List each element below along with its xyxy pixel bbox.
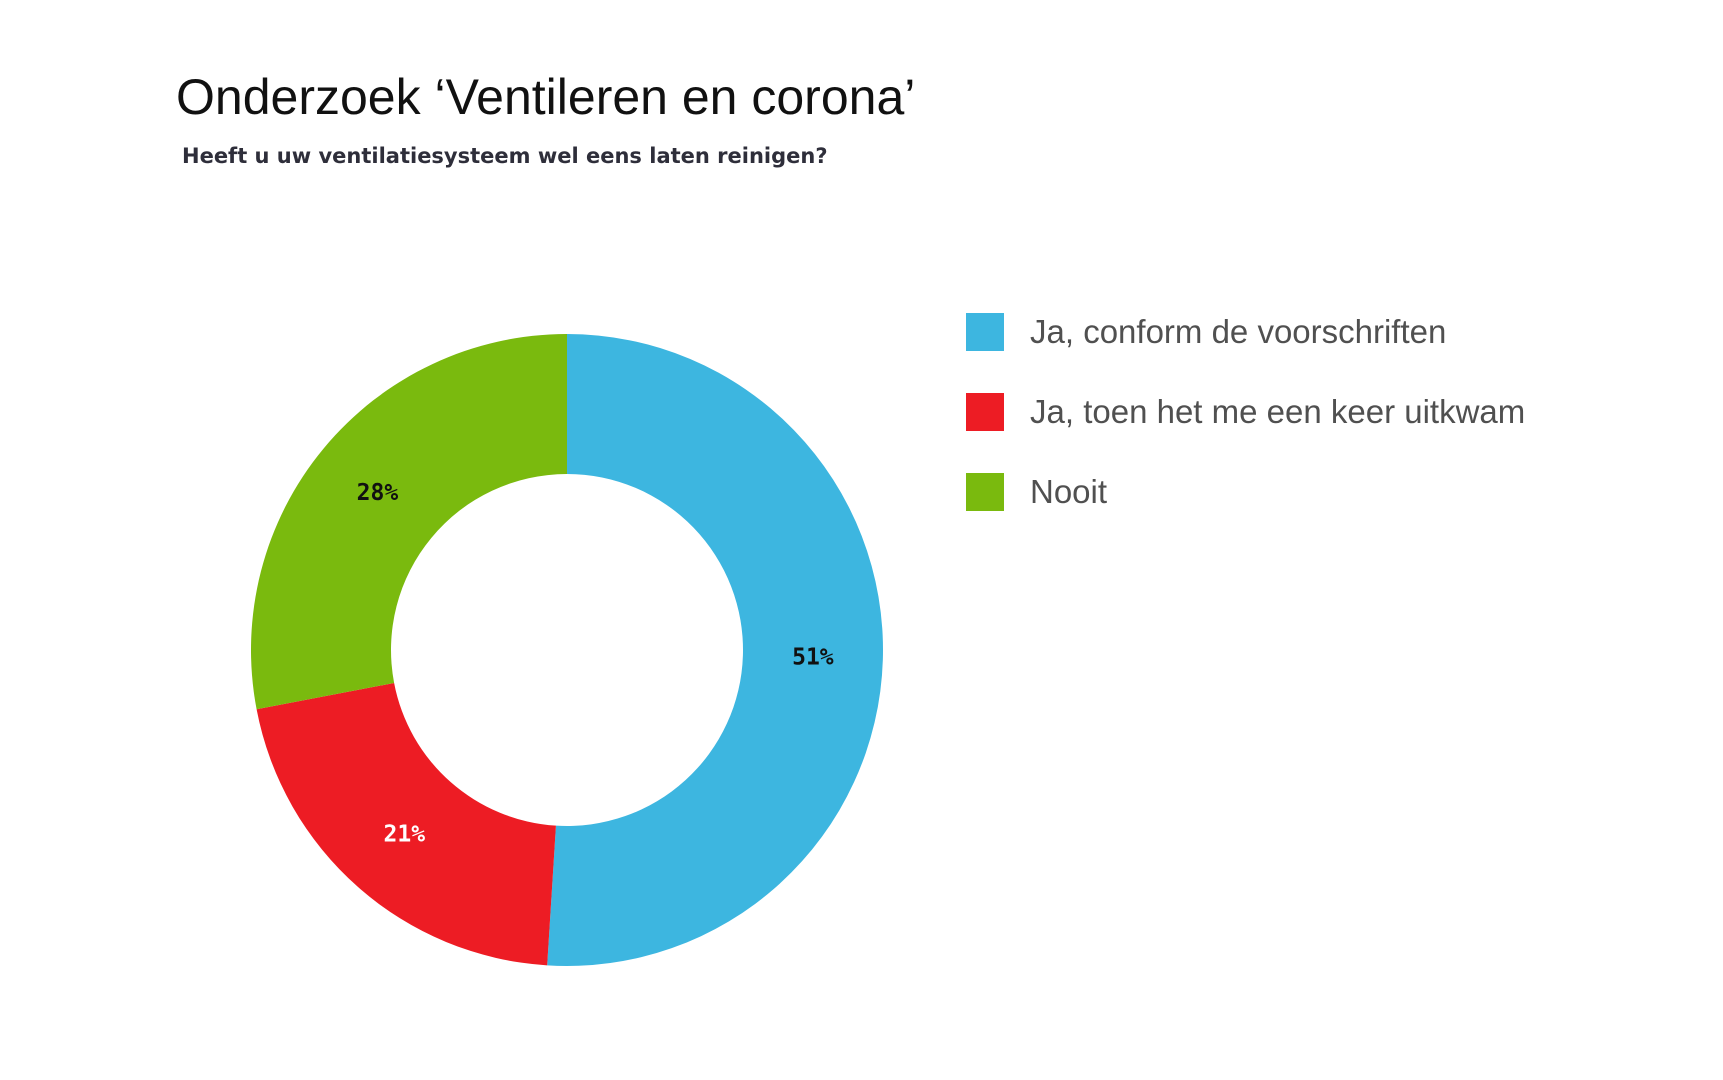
slice-percent-label-1: 51% (792, 645, 834, 671)
legend-swatch (966, 313, 1004, 351)
donut-slice-1 (547, 334, 883, 966)
donut-slice-2 (256, 682, 556, 966)
legend-swatch (966, 473, 1004, 511)
legend-item-nooit: Nooit (966, 473, 1525, 511)
donut-slice-labels: 51% 21% 28% (357, 480, 834, 847)
chart-title: Onderzoek ‘Ventileren en corona’ (176, 69, 916, 125)
chart-subtitle: Heeft u uw ventilatiesysteem wel eens la… (182, 144, 828, 168)
slice-percent-label-3: 28% (357, 480, 399, 506)
chart-legend: Ja, conform de voorschriften Ja, toen he… (966, 313, 1525, 553)
legend-label: Ja, conform de voorschriften (1030, 313, 1447, 350)
legend-label: Ja, toen het me een keer uitkwam (1030, 393, 1526, 430)
legend-item-ja-conform: Ja, conform de voorschriften (966, 313, 1525, 351)
donut-slice-3 (250, 334, 568, 710)
donut-slices (250, 334, 883, 966)
legend-swatch (966, 393, 1004, 431)
slice-percent-label-2: 21% (384, 822, 426, 848)
legend-label: Nooit (1030, 473, 1108, 510)
legend-item-ja-toen: Ja, toen het me een keer uitkwam (966, 393, 1525, 431)
